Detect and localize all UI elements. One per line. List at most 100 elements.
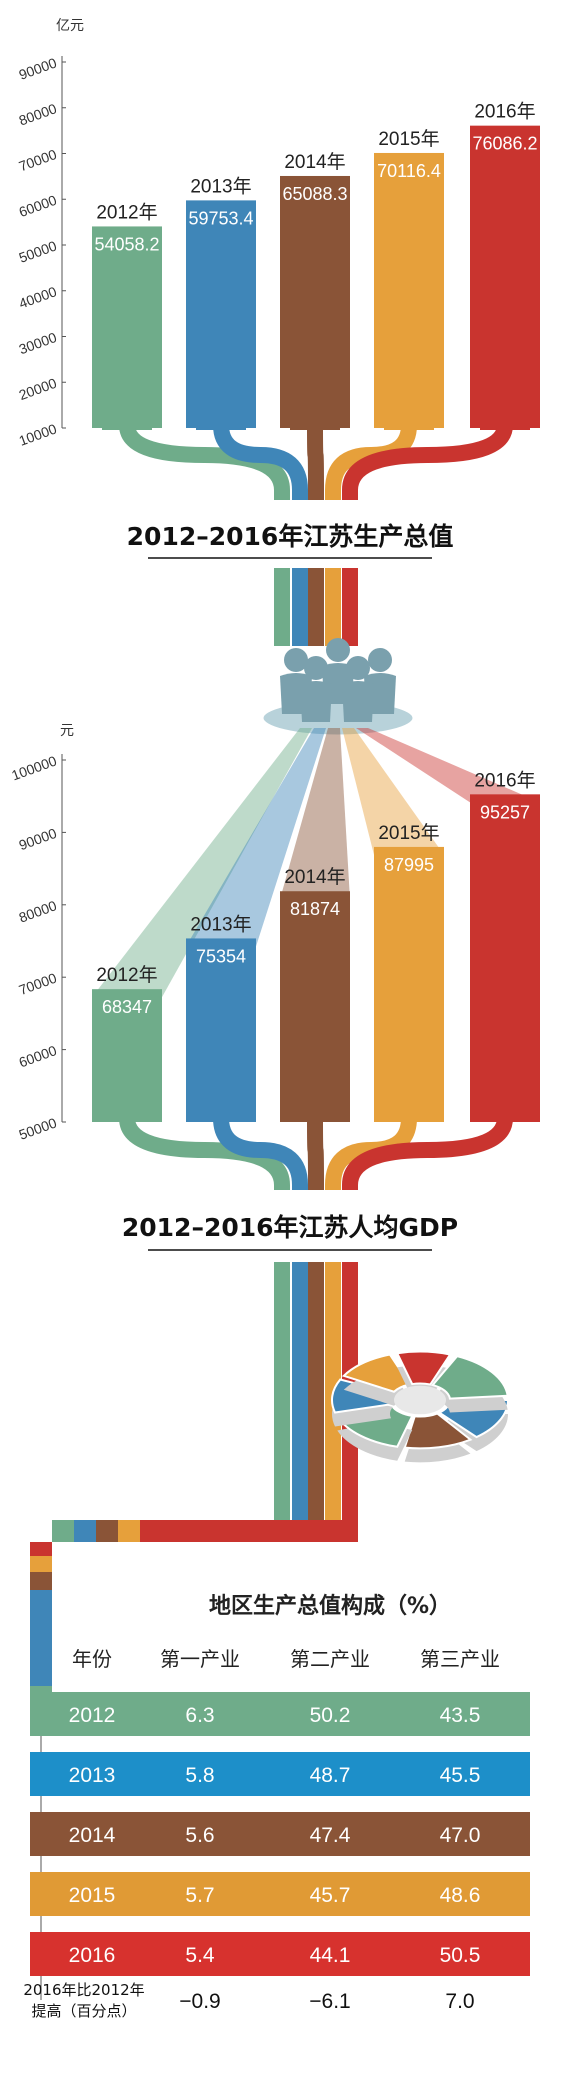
table-cell: 44.1 [310, 1944, 351, 1967]
side-band [30, 1556, 52, 1572]
y-tick-label-percapita: 100000 [9, 752, 59, 783]
people-group-icon [260, 638, 416, 738]
connector-band [213, 1117, 308, 1190]
table-cell: 5.6 [185, 1824, 214, 1847]
bar [186, 938, 256, 1122]
table-header: 第二产业 [290, 1647, 370, 1671]
table-cell: 2014 [69, 1824, 116, 1847]
table-row [30, 1752, 530, 1796]
bar-value-label: 68347 [102, 997, 152, 1017]
table-cell: 2012 [69, 1704, 116, 1727]
section-title-percapita: 2012–2016年江苏人均GDP [122, 1213, 458, 1242]
connector-band [213, 424, 308, 500]
bar [92, 989, 162, 1122]
y-tick-label-percapita: 80000 [17, 897, 59, 925]
trunk-band [274, 568, 290, 646]
bar-category-label: 2016年 [474, 101, 535, 123]
y-tick-label-percapita: 60000 [17, 1042, 59, 1070]
bar [374, 846, 444, 1122]
table-cell: 48.7 [310, 1764, 351, 1787]
bar [280, 891, 350, 1122]
fan-band [92, 728, 312, 998]
bar-category-label: 2015年 [378, 128, 439, 150]
table-header: 第三产业 [420, 1647, 500, 1671]
table-row [30, 1812, 530, 1856]
connector-band [119, 423, 290, 500]
connector-band [342, 423, 513, 500]
bar-value-label: 65088.3 [282, 184, 347, 204]
table-cell: 5.7 [185, 1884, 214, 1907]
bar-category-label: 2012年 [96, 964, 157, 986]
y-tick-label-gdp: 30000 [17, 329, 59, 357]
connector-band [119, 1117, 290, 1190]
y-tick-label-percapita: 50000 [17, 1114, 59, 1142]
y-tick-label-gdp: 40000 [17, 283, 59, 311]
table-header: 年份 [72, 1647, 112, 1671]
bar-value-label: 76086.2 [472, 134, 537, 154]
bar-value-label: 95257 [480, 802, 530, 822]
trunk-band [292, 1262, 308, 1522]
bar-category-label: 2013年 [190, 913, 251, 935]
y-tick-label-gdp: 70000 [17, 146, 59, 174]
bar-category-label: 2016年 [474, 769, 535, 791]
bar [470, 125, 540, 428]
connector-band [307, 1117, 324, 1190]
table-cell: 45.7 [310, 1884, 351, 1907]
connector-band [342, 1117, 513, 1190]
bar [374, 152, 444, 428]
turn-band [74, 1520, 96, 1542]
y-tick-label-gdp: 20000 [17, 375, 59, 403]
trunk-band [308, 1262, 324, 1522]
bar [186, 200, 256, 428]
side-band [30, 1572, 52, 1590]
bar [92, 226, 162, 428]
turn-band [96, 1520, 118, 1542]
table-cell: 47.0 [440, 1824, 481, 1847]
trunk-band [274, 1262, 290, 1522]
bar-category-label: 2014年 [284, 151, 345, 173]
turn-band [140, 1520, 358, 1542]
table-row [30, 1932, 530, 1976]
table-cell: 2015 [69, 1884, 116, 1907]
table-cell: 45.5 [440, 1764, 481, 1787]
table-title: 地区生产总值构成（%） [209, 1593, 451, 1619]
pie-3d-icon [331, 1350, 510, 1463]
bar-value-label: 54058.2 [94, 234, 159, 254]
table-footer-label: 2016年比2012年 [23, 1981, 144, 1999]
table-cell: 50.5 [440, 1944, 481, 1967]
section-title-gdp: 2012–2016年江苏生产总值 [127, 522, 454, 551]
y-axis-unit-gdp: 亿元 [56, 18, 84, 34]
trunk-band [292, 568, 308, 646]
fan-band [342, 728, 444, 855]
y-tick-label-gdp: 50000 [17, 237, 59, 265]
table-header: 第一产业 [160, 1647, 240, 1671]
y-tick-label-percapita: 70000 [17, 970, 59, 998]
trunk-band [308, 568, 324, 646]
y-axis-unit-percapita: 元 [60, 723, 74, 739]
table-cell: 47.4 [310, 1824, 351, 1847]
table-footer-value: −6.1 [309, 1990, 350, 2013]
turn-band [52, 1520, 74, 1542]
side-band [30, 1542, 52, 1556]
y-tick-label-gdp: 80000 [17, 100, 59, 128]
table-footer-value: 7.0 [445, 1990, 474, 2013]
bar [280, 175, 350, 428]
bar-value-label: 70116.4 [377, 161, 441, 181]
table-footer-label: 提高（百分点） [31, 2002, 136, 2020]
trunk-band [325, 568, 341, 646]
fan-band [280, 728, 350, 900]
y-tick-label-percapita: 90000 [17, 825, 59, 853]
table-cell: 2013 [69, 1764, 116, 1787]
bar-value-label: 59753.4 [188, 208, 253, 228]
bar-category-label: 2015年 [378, 822, 439, 844]
table-footer-value: −0.9 [179, 1990, 220, 2013]
y-tick-label-gdp: 60000 [17, 192, 59, 220]
fan-band [356, 728, 540, 803]
bar-category-label: 2013年 [190, 175, 251, 197]
table-cell: 5.4 [185, 1944, 215, 1967]
connector-band [307, 424, 324, 500]
bar [470, 794, 540, 1122]
y-tick-label-gdp: 10000 [17, 420, 59, 448]
table-cell: 2016 [69, 1944, 116, 1967]
